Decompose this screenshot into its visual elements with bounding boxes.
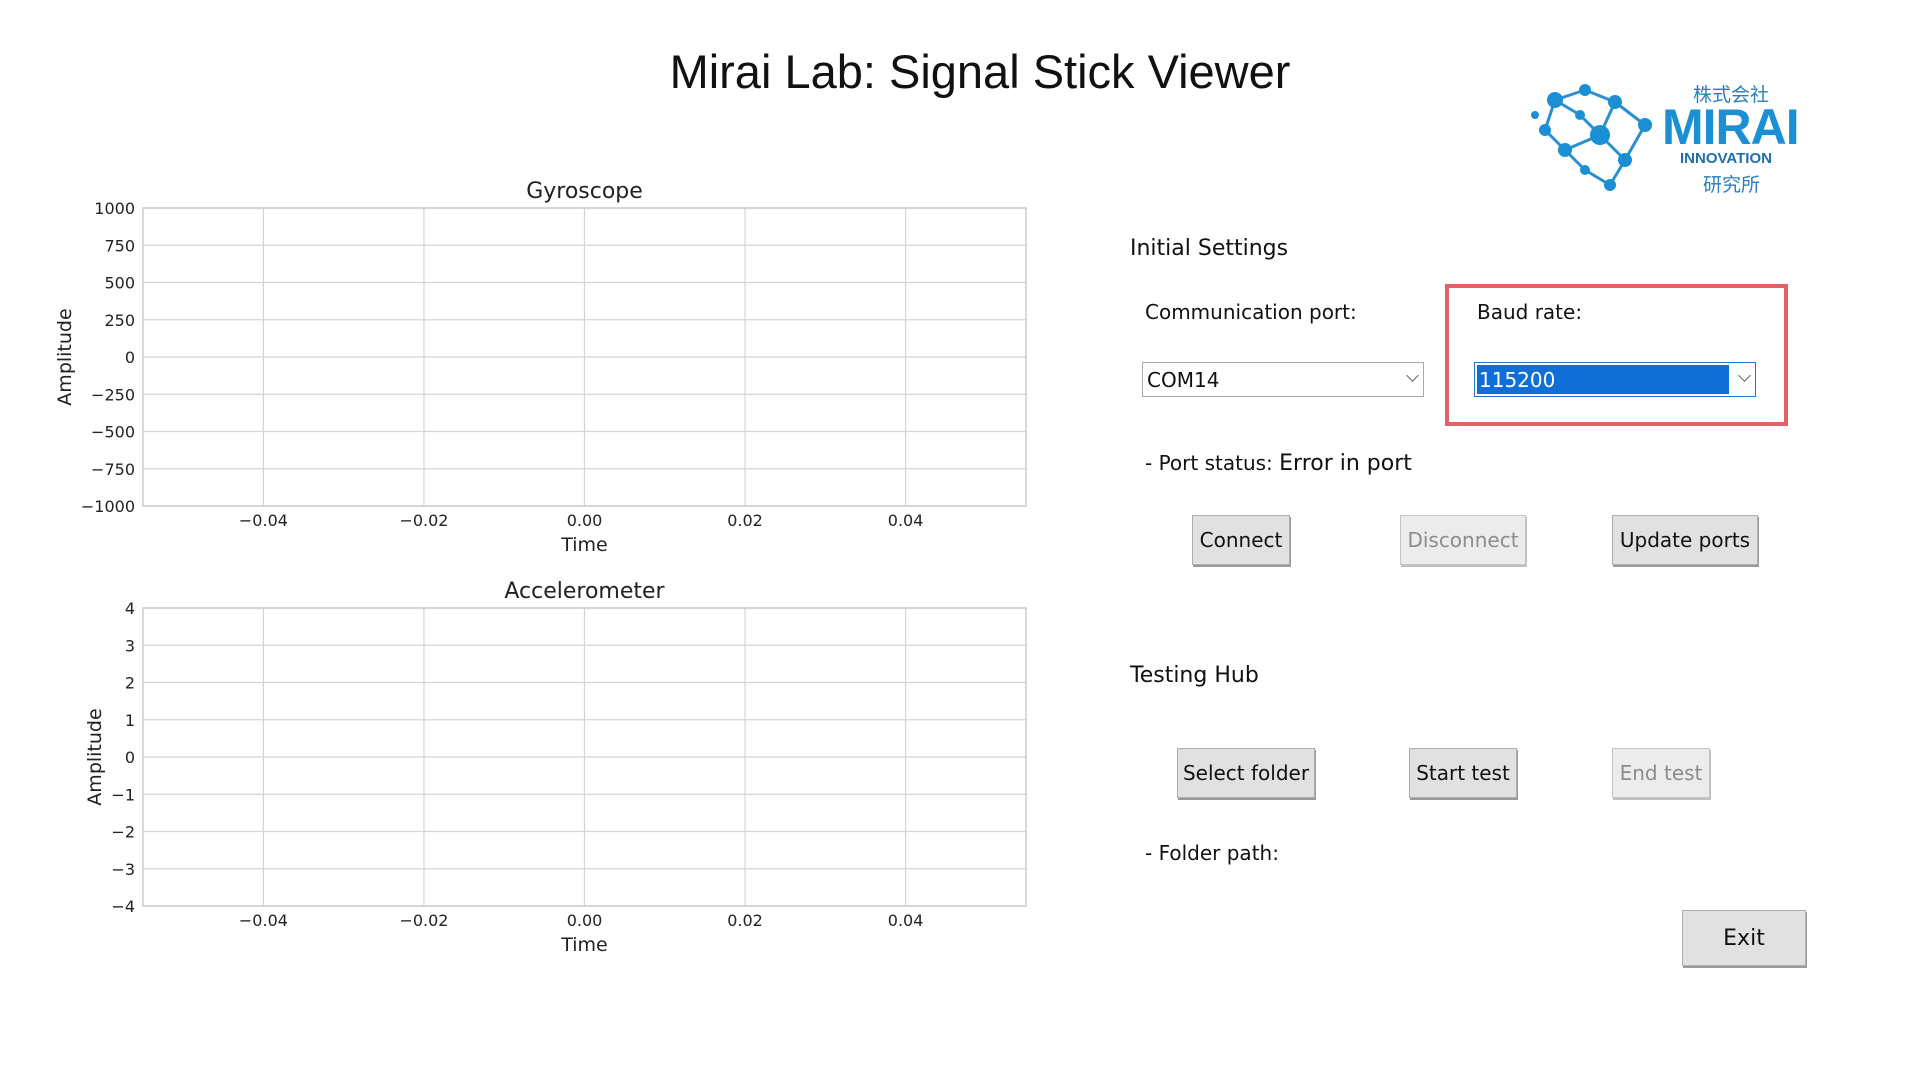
x-axis-label: Time — [560, 934, 608, 956]
x-tick-label: 0.00 — [567, 911, 603, 930]
app-title: Mirai Lab: Signal Stick Viewer — [669, 45, 1291, 98]
x-tick-label: 0.00 — [567, 511, 603, 530]
select-folder-button[interactable]: Select folder — [1177, 748, 1315, 798]
y-tick-label: −1 — [111, 785, 135, 804]
y-tick-label: −750 — [91, 460, 135, 479]
logo-wordmark: MIRAI — [1662, 99, 1800, 155]
testing-hub-heading: Testing Hub — [1130, 663, 1259, 688]
x-tick-label: −0.02 — [399, 911, 448, 930]
end-test-button[interactable]: End test — [1612, 748, 1710, 798]
y-tick-label: 0 — [125, 348, 135, 367]
port-status-label: - Port status: — [1145, 451, 1273, 475]
y-tick-label: 500 — [104, 274, 135, 293]
y-tick-label: −250 — [91, 385, 135, 404]
x-axis-label: Time — [560, 534, 608, 556]
x-tick-label: −0.04 — [239, 511, 288, 530]
x-tick-label: 0.04 — [888, 911, 924, 930]
start-test-button[interactable]: Start test — [1409, 748, 1517, 798]
x-tick-label: 0.02 — [727, 511, 763, 530]
port-status-value: Error in port — [1279, 451, 1412, 476]
y-tick-label: 4 — [125, 599, 135, 618]
y-axis-label: Amplitude — [84, 708, 106, 805]
y-tick-label: −2 — [111, 823, 135, 842]
accelerometer-plot: Accelerometer 4 3 2 1 0 −1 −2 −3 −4 −0.04 −0.02 0.00… — [84, 579, 1027, 956]
selection-highlight — [1477, 365, 1729, 394]
y-tick-label: 250 — [104, 311, 135, 330]
x-tick-label: 0.02 — [727, 911, 763, 930]
y-tick-label: −3 — [111, 860, 135, 879]
connect-button[interactable]: Connect — [1192, 515, 1290, 565]
folder-path-label: - Folder path: — [1145, 841, 1279, 865]
y-tick-label: 1000 — [94, 199, 135, 218]
baud-rate-value: 115200 — [1479, 368, 1556, 392]
logo-jp-top: 株式会社 — [1693, 84, 1770, 106]
disconnect-button[interactable]: Disconnect — [1400, 515, 1526, 565]
x-tick-label: 0.04 — [888, 511, 924, 530]
comm-port-select[interactable]: COM14 — [1142, 362, 1424, 397]
baud-rate-select[interactable]: 115200 — [1474, 362, 1756, 397]
baud-rate-label: Baud rate: — [1477, 300, 1583, 324]
plot-frame — [142, 207, 1027, 507]
comm-port-label: Communication port: — [1145, 300, 1357, 324]
chart-title: Accelerometer — [504, 579, 665, 604]
chevron-down-icon[interactable] — [1406, 369, 1419, 382]
exit-button[interactable]: Exit — [1682, 910, 1806, 966]
comm-port-value: COM14 — [1147, 368, 1220, 392]
plot-frame — [142, 607, 1027, 907]
initial-settings-heading: Initial Settings — [1130, 236, 1289, 261]
y-tick-label: 1 — [125, 711, 135, 730]
y-tick-label: 2 — [125, 674, 135, 693]
gyroscope-plot: Gyroscope 1000 750 500 250 0 −250 −500 −750 −1000… — [54, 179, 1027, 556]
chevron-down-icon[interactable] — [1738, 369, 1751, 382]
baud-rate-highlight — [1445, 284, 1788, 426]
gyroscope-chart: Gyroscope 1000 750 500 250 0 −250 −500 −750 −1000… — [40, 170, 1040, 574]
update-ports-button[interactable]: Update ports — [1612, 515, 1758, 565]
y-tick-label: 750 — [104, 236, 135, 255]
network-logo-icon — [1531, 84, 1652, 191]
x-tick-label: −0.02 — [399, 511, 448, 530]
logo-jp-bottom: 研究所 — [1703, 174, 1761, 196]
chart-title: Gyroscope — [526, 179, 643, 204]
x-tick-label: −0.04 — [239, 911, 288, 930]
y-tick-label: 3 — [125, 636, 135, 655]
logo-subtitle: INNOVATION — [1680, 150, 1772, 167]
accelerometer-chart: Accelerometer 4 3 2 1 0 −1 −2 −3 −4 −0.04 −0.02 0.00… — [40, 570, 1040, 974]
y-tick-label: −4 — [111, 897, 135, 916]
mirai-logo: 株式会社 MIRAI INNOVATION 研究所 — [1525, 80, 1815, 196]
y-tick-label: −500 — [91, 423, 135, 442]
y-tick-label: −1000 — [81, 497, 135, 516]
y-axis-label: Amplitude — [54, 308, 76, 405]
y-tick-label: 0 — [125, 748, 135, 767]
port-status-row: - Port status: Error in port — [1145, 451, 1412, 476]
